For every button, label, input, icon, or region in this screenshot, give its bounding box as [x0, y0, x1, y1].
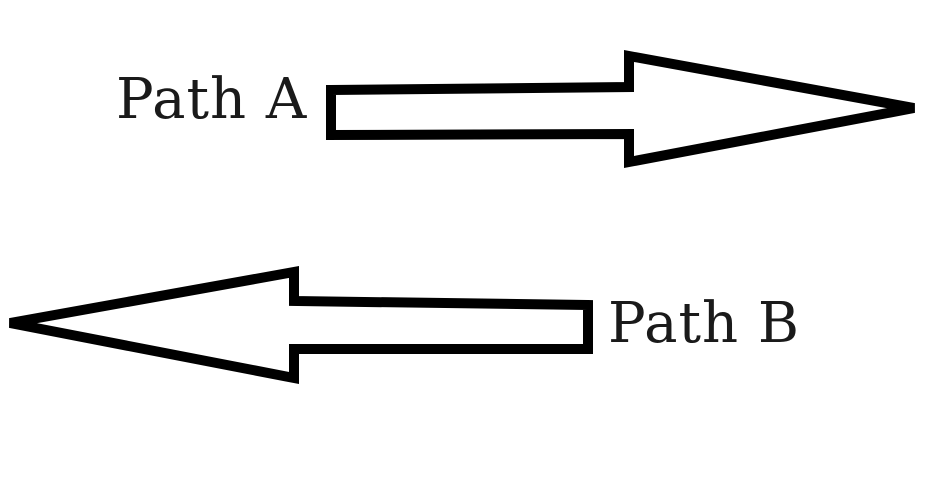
- arrow-path-b-left-icon: [9, 266, 593, 385]
- path-a-label: Path A: [116, 67, 308, 132]
- path-b-label: Path B: [608, 291, 801, 356]
- arrow-path-a-right-icon: [326, 50, 915, 169]
